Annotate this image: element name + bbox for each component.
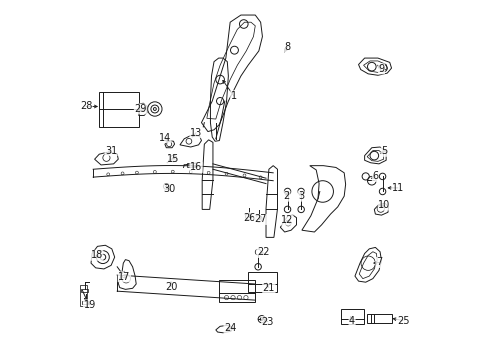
Text: 16: 16 (189, 162, 202, 172)
Text: 30: 30 (163, 184, 175, 194)
Text: 23: 23 (261, 317, 273, 327)
Text: 6: 6 (371, 171, 378, 181)
Text: 27: 27 (254, 215, 266, 224)
Bar (187, 163, 197, 167)
Bar (80, 285, 87, 306)
Text: 21: 21 (262, 283, 275, 293)
Text: 2: 2 (283, 191, 289, 201)
Text: 31: 31 (105, 145, 117, 156)
Text: 22: 22 (256, 247, 269, 257)
Text: 10: 10 (377, 200, 390, 210)
Text: 26: 26 (243, 213, 256, 222)
Text: 3: 3 (298, 191, 304, 201)
Text: 13: 13 (189, 128, 202, 138)
Text: 1: 1 (230, 91, 236, 101)
Bar (82, 301, 89, 304)
Text: 18: 18 (90, 250, 102, 260)
Bar (81, 289, 88, 292)
Text: 20: 20 (164, 282, 177, 292)
Text: 8: 8 (284, 42, 290, 51)
Text: 19: 19 (83, 300, 96, 310)
Text: 11: 11 (391, 183, 403, 193)
Text: 7: 7 (375, 257, 381, 267)
Text: 15: 15 (167, 154, 179, 164)
Bar (340, 309, 363, 324)
Text: 9: 9 (378, 64, 384, 74)
Text: 29: 29 (134, 104, 146, 114)
Text: 14: 14 (159, 133, 171, 143)
Text: 24: 24 (224, 323, 236, 333)
Text: 4: 4 (348, 316, 354, 325)
Text: 28: 28 (80, 102, 92, 112)
Bar (99, 92, 139, 127)
Bar (219, 280, 255, 302)
Text: 5: 5 (381, 146, 386, 156)
Text: 12: 12 (280, 215, 292, 225)
Bar (366, 314, 391, 323)
Text: 17: 17 (118, 272, 130, 282)
Bar (247, 272, 277, 292)
Text: 25: 25 (396, 316, 408, 325)
